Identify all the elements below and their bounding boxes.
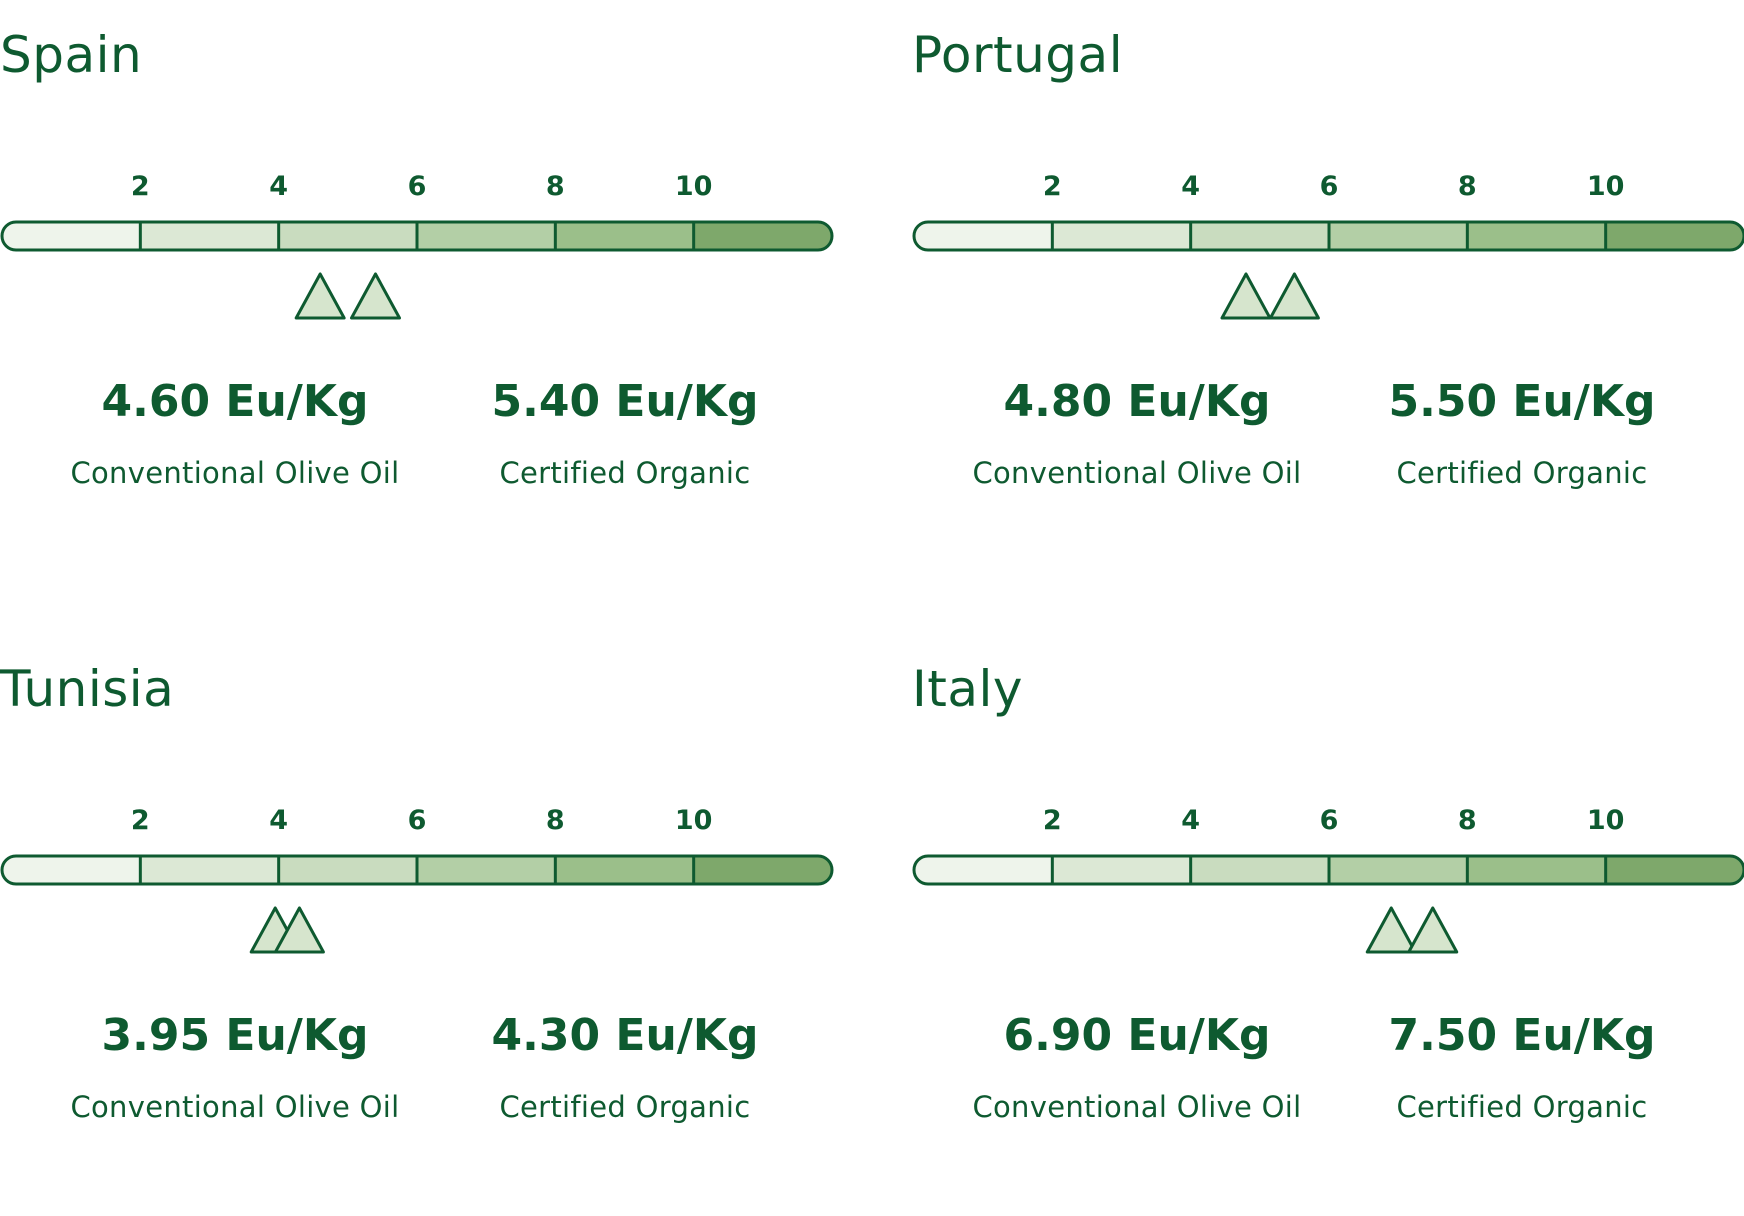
tick-label: 6 xyxy=(408,171,427,202)
scale-segment xyxy=(1190,222,1329,250)
tick-label: 2 xyxy=(131,171,150,202)
country-panel-tunisia: Tunisia 2 4 6 8 10 3.95 Eu/Kg Conventional O… xyxy=(0,634,872,1216)
country-panel-italy: Italy 2 4 6 8 10 6.90 Eu/Kg Conventional Oli… xyxy=(912,634,1744,1216)
country-title: Tunisia xyxy=(0,660,175,718)
scale-segment xyxy=(914,222,1053,250)
scale-segment xyxy=(1605,222,1744,250)
scale-segment xyxy=(555,856,694,884)
organic-price: 5.50 Eu/Kg xyxy=(1388,376,1656,427)
scale-segment xyxy=(140,856,279,884)
tick-label: 2 xyxy=(1043,171,1062,202)
tick-label: 2 xyxy=(1043,805,1062,836)
conventional-price-marker xyxy=(1365,906,1417,954)
tick-label: 8 xyxy=(546,805,565,836)
scale-segment xyxy=(2,222,141,250)
conventional-label: Conventional Olive Oil xyxy=(972,456,1302,490)
scale-segment xyxy=(693,856,832,884)
scale-segment xyxy=(417,856,556,884)
scale-segment xyxy=(1467,222,1606,250)
scale-segment xyxy=(1605,856,1744,884)
organic-price-marker xyxy=(350,272,401,320)
price-scale: 2 4 6 8 10 xyxy=(912,171,1744,320)
scale-segment xyxy=(693,222,832,250)
conventional-price: 6.90 Eu/Kg xyxy=(1003,1010,1271,1061)
scale-segment xyxy=(278,856,417,884)
scale-segment xyxy=(914,856,1053,884)
tick-label: 10 xyxy=(675,805,713,836)
conventional-price: 4.60 Eu/Kg xyxy=(101,376,369,427)
country-panel-portugal: Portugal 2 4 6 8 10 4.80 Eu/Kg Conventional … xyxy=(912,0,1744,582)
price-scale: 2 4 6 8 10 xyxy=(0,805,834,954)
tick-label: 2 xyxy=(131,805,150,836)
scale-segment xyxy=(1467,856,1606,884)
scale-segment xyxy=(1052,856,1191,884)
organic-label: Certified Organic xyxy=(499,1090,751,1124)
tick-label: 4 xyxy=(269,171,288,202)
scale-segment xyxy=(555,222,694,250)
scale-segments xyxy=(2,856,832,884)
tick-label: 4 xyxy=(1181,171,1200,202)
country-title: Portugal xyxy=(912,26,1124,84)
organic-price: 7.50 Eu/Kg xyxy=(1388,1010,1656,1061)
country-panel-spain: Spain 2 4 6 8 10 4.60 Eu/Kg Conventional Oli… xyxy=(0,0,872,582)
organic-label: Certified Organic xyxy=(1396,456,1648,490)
organic-label: Certified Organic xyxy=(1396,1090,1648,1124)
conventional-price: 4.80 Eu/Kg xyxy=(1003,376,1271,427)
conventional-price-marker xyxy=(294,272,346,320)
country-title: Spain xyxy=(0,26,143,84)
price-scale: 2 4 6 8 10 xyxy=(912,805,1744,954)
tick-label: 4 xyxy=(269,805,288,836)
scale-segment xyxy=(278,222,417,250)
scale-segment xyxy=(1052,222,1191,250)
price-scale: 2 4 6 8 10 xyxy=(0,171,834,320)
organic-price: 5.40 Eu/Kg xyxy=(491,376,759,427)
scale-segment xyxy=(1329,222,1468,250)
scale-segment xyxy=(417,222,556,250)
conventional-price-marker xyxy=(1220,272,1272,320)
conventional-price: 3.95 Eu/Kg xyxy=(101,1010,369,1061)
tick-label: 10 xyxy=(1587,171,1625,202)
organic-label: Certified Organic xyxy=(499,456,751,490)
conventional-label: Conventional Olive Oil xyxy=(70,456,400,490)
organic-price-marker xyxy=(1268,272,1320,320)
organic-price: 4.30 Eu/Kg xyxy=(491,1010,759,1061)
scale-segment xyxy=(140,222,279,250)
tick-label: 10 xyxy=(675,171,713,202)
tick-label: 4 xyxy=(1181,805,1200,836)
tick-label: 8 xyxy=(546,171,565,202)
scale-segments xyxy=(914,222,1744,250)
scale-segment xyxy=(1329,856,1468,884)
tick-label: 8 xyxy=(1458,805,1477,836)
tick-label: 8 xyxy=(1458,171,1477,202)
tick-label: 6 xyxy=(1320,171,1339,202)
scale-segments xyxy=(914,856,1744,884)
scale-segment xyxy=(2,856,141,884)
conventional-label: Conventional Olive Oil xyxy=(70,1090,400,1124)
tick-label: 6 xyxy=(1320,805,1339,836)
tick-label: 6 xyxy=(408,805,427,836)
conventional-label: Conventional Olive Oil xyxy=(972,1090,1302,1124)
scale-segments xyxy=(2,222,832,250)
tick-label: 10 xyxy=(1587,805,1625,836)
country-title: Italy xyxy=(912,660,1023,718)
organic-price-marker xyxy=(273,906,325,954)
organic-price-marker xyxy=(1407,906,1459,954)
scale-segment xyxy=(1190,856,1329,884)
